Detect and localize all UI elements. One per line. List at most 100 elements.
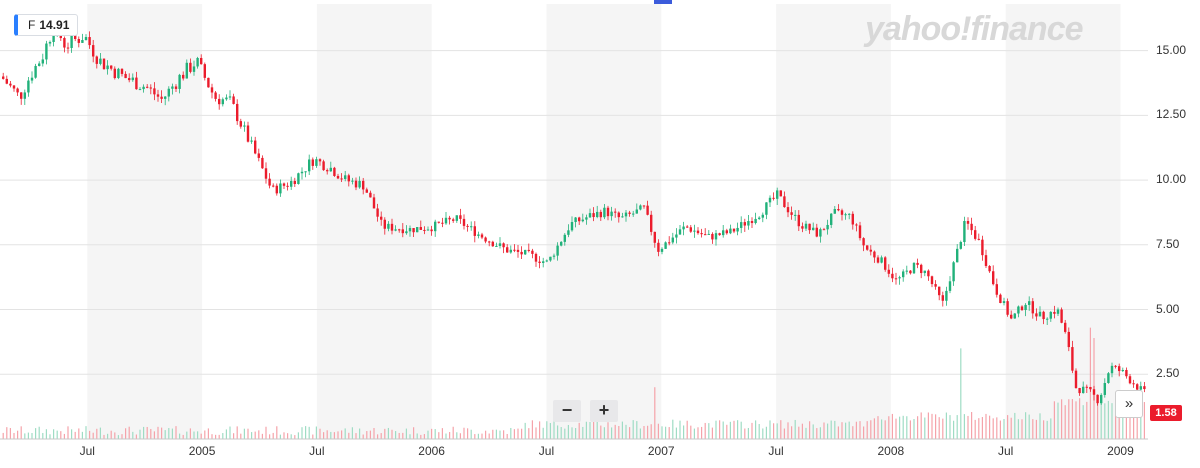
candle-body — [833, 209, 836, 214]
shaded-band — [546, 4, 662, 439]
candle-body — [966, 221, 970, 224]
candle-body — [362, 180, 365, 190]
candle-body — [603, 207, 606, 218]
volume-bar — [1061, 399, 1063, 439]
range-handle[interactable] — [654, 0, 672, 4]
candle-body — [1107, 373, 1110, 384]
candle-body — [344, 175, 347, 180]
volume-bar — [279, 434, 281, 439]
volume-bar — [855, 421, 857, 439]
candle-body — [621, 216, 624, 218]
candle-body — [221, 99, 224, 105]
candle-body — [488, 241, 491, 243]
x-tick-label: Jul — [768, 444, 784, 458]
volume-bar — [708, 423, 710, 439]
candle-body — [696, 230, 700, 234]
volume-bar — [135, 434, 137, 439]
volume-bar — [877, 416, 879, 439]
candle-body — [581, 219, 584, 222]
x-tick-label: Jul — [79, 444, 95, 458]
candle-body — [376, 208, 379, 217]
candle-body — [531, 250, 534, 254]
candle-body — [905, 270, 908, 272]
volume-bar — [1075, 401, 1077, 439]
zoom-in-button[interactable]: + — [590, 400, 618, 422]
volume-bar — [301, 427, 303, 439]
candle-body — [668, 242, 671, 244]
zoom-out-button[interactable]: − — [553, 400, 581, 422]
candle-body — [189, 62, 192, 72]
candle-body — [1053, 311, 1056, 314]
scroll-forward-button[interactable]: » — [1115, 390, 1143, 418]
volume-bar — [567, 424, 569, 439]
volume-bar — [823, 422, 825, 439]
candle-body — [23, 92, 26, 99]
candle-body — [506, 247, 509, 253]
volume-bar — [762, 428, 764, 439]
candle-body — [41, 59, 44, 64]
candle-body — [671, 237, 674, 243]
candle-body — [124, 73, 127, 79]
candle-body — [81, 40, 84, 43]
candle-body — [912, 262, 916, 274]
volume-bar — [377, 434, 379, 439]
volume-bar — [834, 420, 836, 439]
candle-body — [182, 74, 185, 79]
candle-body — [1082, 386, 1085, 394]
volume-bar — [265, 426, 267, 439]
volume-bar — [481, 433, 483, 439]
volume-bar — [341, 430, 343, 439]
volume-bar — [294, 435, 296, 439]
volume-bar — [909, 420, 911, 439]
x-tick-label: Jul — [538, 444, 555, 458]
volume-bar — [571, 427, 573, 439]
volume-bar — [315, 426, 317, 439]
volume-bar — [283, 432, 285, 439]
candle-body — [34, 65, 37, 78]
volume-bar — [553, 420, 555, 439]
volume-bar — [312, 434, 314, 439]
volume-bar — [665, 426, 667, 439]
candle-body — [1118, 366, 1121, 372]
volume-bar — [978, 418, 980, 439]
candle-body — [117, 68, 120, 79]
volume-bar — [362, 434, 364, 439]
candle-body — [63, 38, 66, 48]
candle-body — [282, 183, 286, 186]
candle-body — [1085, 386, 1088, 388]
volume-bar — [816, 428, 818, 439]
candle-body — [804, 223, 808, 229]
candle-body — [524, 249, 527, 255]
candle-body — [372, 197, 376, 209]
candle-body — [1143, 386, 1146, 390]
volume-bar — [542, 427, 544, 439]
candle-body — [898, 277, 901, 279]
candle-body — [268, 178, 271, 186]
candle-body — [394, 229, 397, 231]
candle-body — [873, 251, 876, 258]
volume-bar — [423, 434, 425, 439]
candle-body — [1046, 318, 1049, 320]
volume-bar — [949, 415, 951, 439]
background-bands — [87, 4, 1121, 439]
candle-body — [578, 217, 581, 222]
volume-bar — [398, 432, 400, 439]
volume-bar — [780, 420, 782, 439]
volume-bar — [492, 429, 494, 439]
candlesticks — [2, 16, 1146, 406]
volume-bar — [157, 426, 159, 439]
candle-body — [768, 197, 772, 203]
candle-body — [340, 178, 343, 180]
volume-bar — [751, 422, 753, 439]
volume-bar — [297, 432, 299, 439]
candle-body — [142, 86, 145, 90]
volume-bar — [233, 433, 235, 439]
volume-bar — [787, 422, 789, 439]
volume-bar — [168, 428, 170, 439]
candle-body — [1078, 388, 1081, 394]
candle-body — [45, 43, 48, 60]
candle-body — [153, 88, 156, 95]
x-tick-label: 2009 — [1107, 444, 1134, 458]
candle-body — [1042, 311, 1045, 320]
